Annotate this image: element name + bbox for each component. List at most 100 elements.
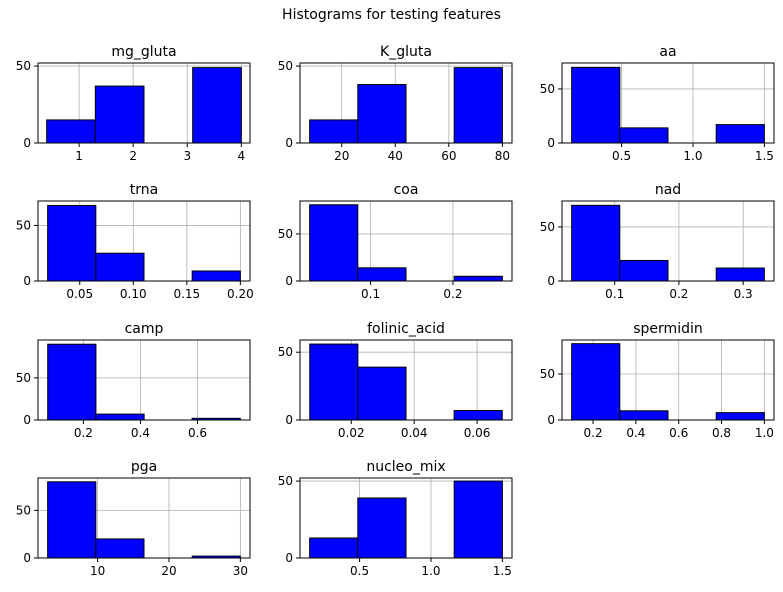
histogram-bar (47, 204, 97, 282)
x-tick-label: 0.06 (464, 426, 491, 440)
x-tick-label: 0.1 (361, 287, 380, 301)
subplot-K_gluta: K_gluta 20 40 60 80 0 50 (278, 44, 513, 163)
x-tick-label: 20 (161, 564, 176, 578)
histogram-bar (357, 497, 407, 559)
y-tick-label: 50 (16, 503, 31, 517)
x-tick-label: 0.20 (227, 287, 254, 301)
x-tick-label: 20 (334, 149, 349, 163)
x-tick-label: 0.3 (734, 287, 753, 301)
x-tick-label: 0.5 (350, 564, 369, 578)
y-tick-label: 0 (547, 274, 555, 288)
y-tick-label: 50 (278, 345, 293, 359)
histogram-bar (94, 85, 145, 144)
y-tick-label: 0 (23, 274, 31, 288)
histogram-bar (46, 119, 96, 144)
x-tick-label: 40 (388, 149, 403, 163)
subplot-aa: aa 0.5 1.0 1.5 0 50 (540, 44, 775, 163)
histogram-bar (309, 119, 359, 144)
y-tick-label: 0 (285, 274, 293, 288)
axes-frame (299, 477, 513, 559)
histogram-bar (715, 267, 765, 282)
histogram-bar (453, 410, 503, 421)
subplot-title: aa (659, 44, 676, 60)
x-tick-label: 0.8 (712, 426, 731, 440)
y-tick-label: 50 (540, 367, 555, 381)
subplot-title: spermidin (633, 321, 702, 337)
axes-frame (37, 477, 251, 559)
histogram-bar (453, 67, 503, 144)
y-tick-label: 50 (540, 82, 555, 96)
x-tick-label: 0.02 (338, 426, 365, 440)
histogram-bar (619, 259, 669, 282)
axes-frame (299, 200, 513, 282)
x-tick-label: 0.6 (669, 426, 688, 440)
x-tick-label: 80 (495, 149, 510, 163)
histogram-bar (453, 275, 503, 282)
subplot-nad: nad 0.1 0.2 0.3 0 50 (540, 182, 775, 301)
axes-frame (561, 200, 775, 282)
axes-frame (561, 62, 775, 144)
subplot-trna: trna 0.05 0.10 0.15 0.20 0 50 (16, 182, 254, 301)
subplot-title: camp (125, 321, 164, 337)
subplot-camp: camp 0.2 0.4 0.6 0 50 (16, 321, 251, 440)
subplot-title: nad (655, 182, 681, 198)
x-tick-label: 0.10 (120, 287, 147, 301)
histogram-bar (192, 67, 242, 144)
x-tick-label: 1.5 (493, 564, 512, 578)
x-tick-label: 30 (233, 564, 248, 578)
x-tick-label: 1.0 (421, 564, 440, 578)
x-tick-label: 0.2 (669, 287, 688, 301)
x-tick-label: 1.5 (755, 149, 774, 163)
x-tick-label: 0.15 (173, 287, 200, 301)
axes-frame (37, 62, 251, 144)
histogram-bar (715, 124, 765, 144)
histogram-bar (357, 84, 407, 144)
x-tick-label: 2 (129, 149, 137, 163)
x-tick-label: 1 (75, 149, 83, 163)
histogram-bar (95, 252, 145, 282)
y-tick-label: 0 (285, 136, 293, 150)
histogram-bar (47, 343, 97, 421)
x-tick-label: 0.05 (66, 287, 93, 301)
histogram-bar (95, 413, 145, 421)
x-tick-label: 0.2 (74, 426, 93, 440)
y-tick-label: 0 (547, 136, 555, 150)
histogram-bar (571, 204, 621, 282)
x-tick-label: 4 (238, 149, 246, 163)
histogram-bar (453, 480, 503, 559)
subplot-title: K_gluta (380, 44, 432, 60)
histogram-bar (619, 127, 669, 144)
subplot-pga: pga 10 20 30 0 50 (16, 459, 251, 578)
x-tick-label: 0.5 (612, 149, 631, 163)
y-tick-label: 50 (278, 474, 293, 488)
axes-frame (37, 200, 251, 282)
x-tick-label: 3 (183, 149, 191, 163)
axes-frame (561, 339, 775, 421)
y-tick-label: 0 (285, 551, 293, 565)
subplot-title: mg_gluta (111, 44, 176, 60)
histogram-bar (715, 412, 765, 421)
histogram-bar (95, 538, 145, 559)
histogram-bar (309, 343, 359, 421)
histogram-bar (309, 537, 359, 559)
x-tick-label: 1.0 (683, 149, 702, 163)
x-tick-label: 0.2 (443, 287, 462, 301)
axes-frame (299, 339, 513, 421)
x-tick-label: 0.04 (401, 426, 428, 440)
subplot-title: trna (130, 182, 158, 198)
subplot-title: coa (394, 182, 419, 198)
subplot-title: nucleo_mix (366, 459, 445, 475)
x-tick-label: 0.2 (584, 426, 603, 440)
y-tick-label: 50 (278, 227, 293, 241)
histogram-bar (357, 267, 407, 282)
histogram-bar (309, 204, 359, 282)
y-tick-label: 50 (16, 218, 31, 232)
histogram-bar (191, 270, 241, 282)
y-tick-label: 50 (16, 59, 31, 73)
y-tick-label: 0 (285, 413, 293, 427)
x-tick-label: 0.1 (605, 287, 624, 301)
y-tick-label: 50 (540, 220, 555, 234)
histogram-bar (357, 366, 407, 421)
